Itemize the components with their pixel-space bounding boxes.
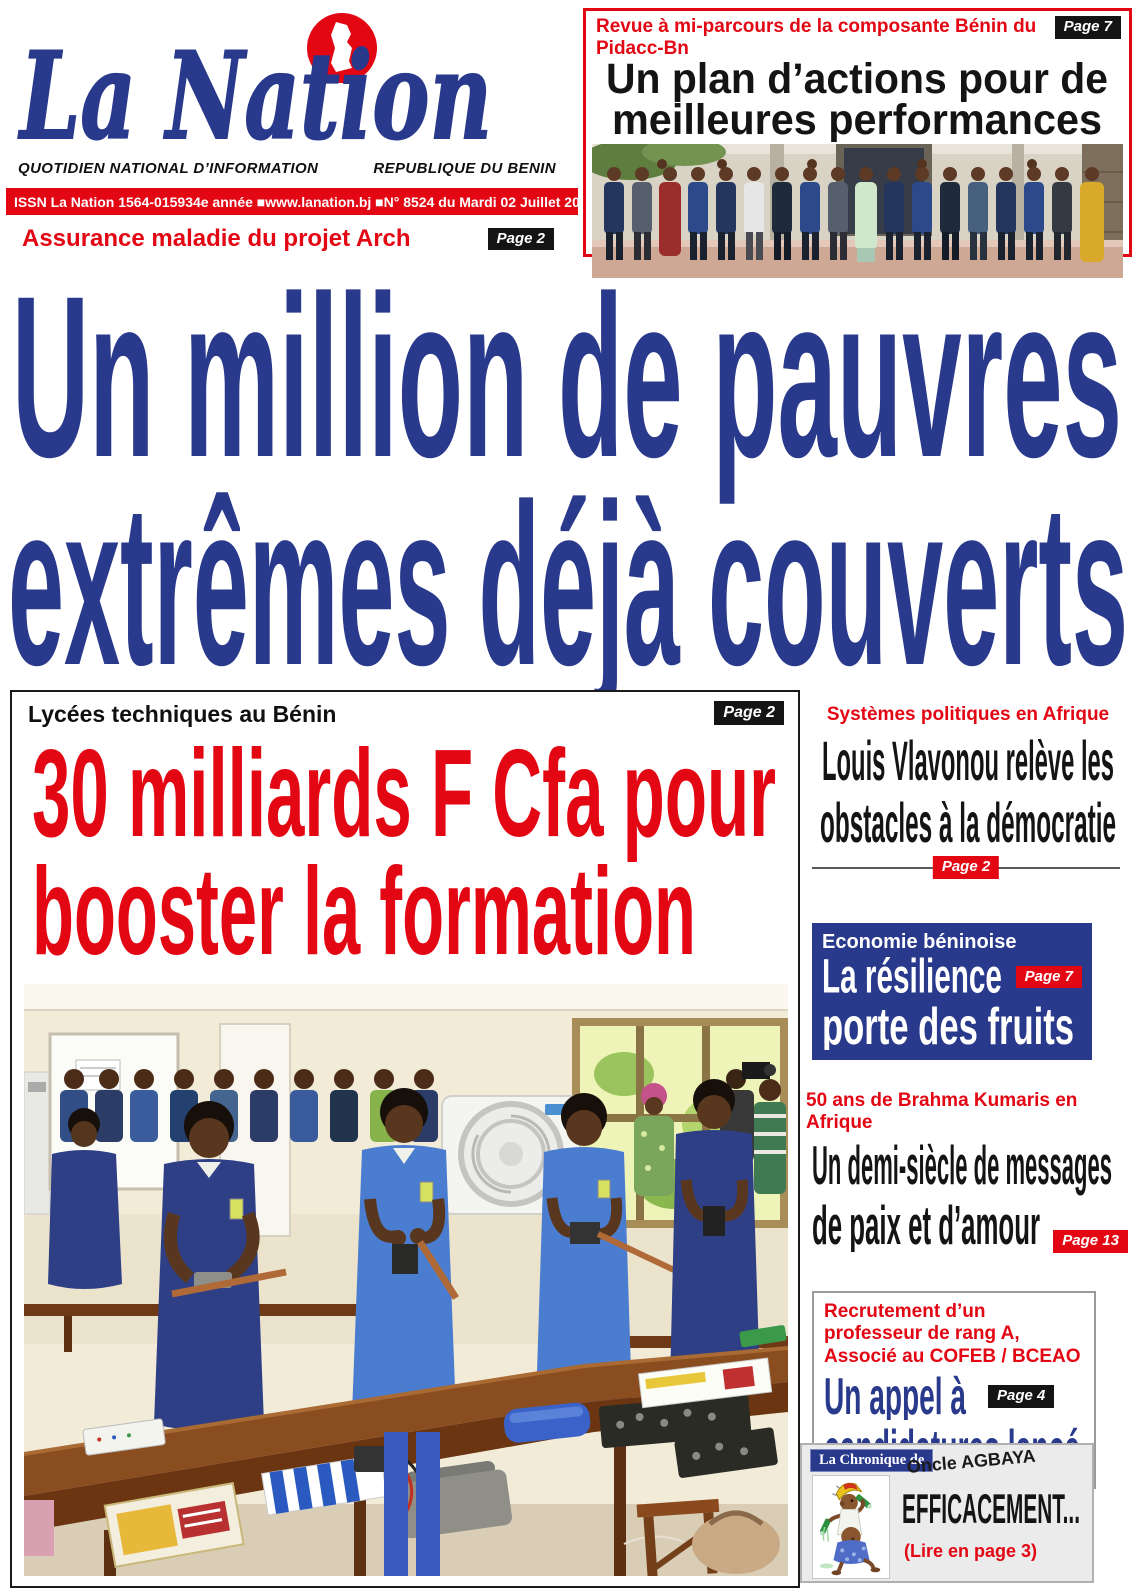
student-3: [536, 1093, 676, 1410]
website-url[interactable]: www.lanation.bj ■: [265, 193, 384, 210]
bench-items: [82, 1325, 787, 1568]
story4-page-badge: Page 4: [988, 1384, 1055, 1408]
story2-page-badge: Page 7: [1015, 965, 1082, 989]
lead-page-badge: Page 2: [487, 227, 554, 251]
story1-headline-line1: Louis Vlavonou relève les: [822, 729, 1114, 792]
sidebar: Systèmes politiques en Afrique Louis Vla…: [800, 690, 1136, 1588]
story1-headline: Louis Vlavonou relève les obstacles à la…: [820, 729, 1116, 854]
masthead-taglines: QUOTIDIEN NATIONAL D’INFORMATION REPUBLI…: [18, 160, 556, 177]
lead-kicker: Assurance maladie du projet Arch: [22, 225, 411, 252]
sidebar-story-brahma-kumaris: 50 ans de Brahma Kumaris en Afrique Un d…: [800, 1090, 1136, 1257]
group-photo: [592, 144, 1123, 278]
under-bench: [24, 1432, 780, 1576]
feature-kicker: Lycées techniques au Bénin: [28, 701, 337, 727]
story3-headline-line2: de paix et d’amour: [812, 1194, 1040, 1252]
story2-headline-line1: La résilience: [822, 954, 1002, 1000]
story2-headline-line2: porte des fruits: [822, 998, 1074, 1056]
feature-headline: 30 milliards F Cfa pour booster la forma…: [32, 732, 776, 974]
chronicle-label: La Chronique de: [810, 1449, 934, 1472]
chronicle-page-note: (Lire en page 3): [904, 1541, 1038, 1561]
story2-headline-line2-text: porte des fruits: [822, 1000, 1074, 1050]
student-1: [154, 1101, 287, 1431]
classroom-photo: [24, 984, 788, 1576]
lead-headline-line1: Un million de pauvres: [12, 266, 1122, 505]
lead-kicker-row: Assurance maladie du projet Arch Page 2: [22, 225, 554, 253]
tagline-left: QUOTIDIEN NATIONAL D’INFORMATION: [18, 160, 319, 177]
sidebar-story-economy: Economie béninoise La résilience Page 7 …: [812, 923, 1092, 1060]
chronicle-title: EFFICACEMENT...: [902, 1487, 1080, 1531]
striped-shirt-man: [754, 1079, 786, 1194]
lead-headline-line2: extrêmes déjà couverts: [8, 456, 1128, 713]
story2-headline-line1-text: La résilience: [822, 954, 1002, 1000]
issn-number: ISSN La Nation 1564-0159: [14, 193, 186, 210]
lead-headline: Un million de pauvres extrêmes déjà couv…: [8, 266, 1128, 713]
feature-headline-line2: booster la formation: [32, 843, 696, 974]
story1-page-badge: Page 2: [932, 856, 1000, 879]
student-4: [670, 1079, 760, 1390]
feature-page-badge: Page 2: [714, 701, 784, 725]
feature-story-box: Lycées techniques au Bénin Page 2 30 mil…: [10, 690, 800, 1588]
student-left-edge: [48, 1108, 122, 1289]
story3-page-badge: Page 13: [1053, 1230, 1128, 1253]
story4-kicker-line1: Recrutement d’un professeur de rang A,: [824, 1301, 1020, 1345]
top-story-kicker: Revue à mi-parcours de la composante Bén…: [596, 16, 1037, 59]
story3-kicker: 50 ans de Brahma Kumaris en Afrique: [806, 1090, 1078, 1133]
story3-headline: Un demi-siècle de messages de paix et d’…: [812, 1134, 1112, 1256]
story1-kicker: Systèmes politiques en Afrique: [826, 704, 1110, 725]
feature-headline-line1: 30 milliards F Cfa pour: [32, 732, 776, 863]
top-story-page-badge: Page 7: [1054, 16, 1121, 39]
story4-headline-line1: Un appel à: [824, 1372, 967, 1420]
group-photo-back-row: [657, 159, 1037, 169]
student-2: [352, 1088, 459, 1421]
top-story-headline: Un plan d’actions pour de meilleures per…: [606, 60, 1108, 142]
benin-map-emblem: [307, 13, 377, 83]
oncle-agbaya-cartoon: [812, 1475, 890, 1579]
story4-headline-line1-text: Un appel à: [824, 1372, 967, 1420]
chronicle-box: La Chronique de: [800, 1443, 1094, 1583]
publication-year: 34e année ■: [185, 193, 266, 210]
story4-kicker-line2: Associé au COFEB / BCEAO: [824, 1345, 1081, 1367]
logo-title: La Nation: [18, 26, 492, 158]
group-photo-people: [604, 167, 1104, 262]
top-story-headline-line2: meilleures performances: [612, 96, 1102, 142]
story3-headline-line1: Un demi-siècle de messages: [812, 1136, 1112, 1196]
newspaper-logo: La Nation: [17, 13, 493, 158]
story2-kicker: Economie béninoise: [822, 931, 1017, 953]
tagline-right: REPUBLIQUE DU BENIN: [373, 160, 556, 177]
story1-headline-line2: obstacles à la démocratie: [820, 791, 1116, 852]
guest-headwrap: [634, 1083, 674, 1196]
story1-divider: Page 2: [812, 856, 1120, 887]
top-story-box: Revue à mi-parcours de la composante Bén…: [583, 8, 1132, 278]
sidebar-story-politics: Systèmes politiques en Afrique Louis Vla…: [800, 690, 1136, 887]
chronicle-title-text: EFFICACEMENT...: [902, 1487, 1080, 1531]
top-story-headline-line1: Un plan d’actions pour de: [606, 60, 1108, 103]
issn-bar: ISSN La Nation 1564-0159 34e année ■ www…: [6, 188, 714, 215]
edition-info: N° 8524 du Mardi 02 Juillet 2024: [383, 193, 596, 210]
